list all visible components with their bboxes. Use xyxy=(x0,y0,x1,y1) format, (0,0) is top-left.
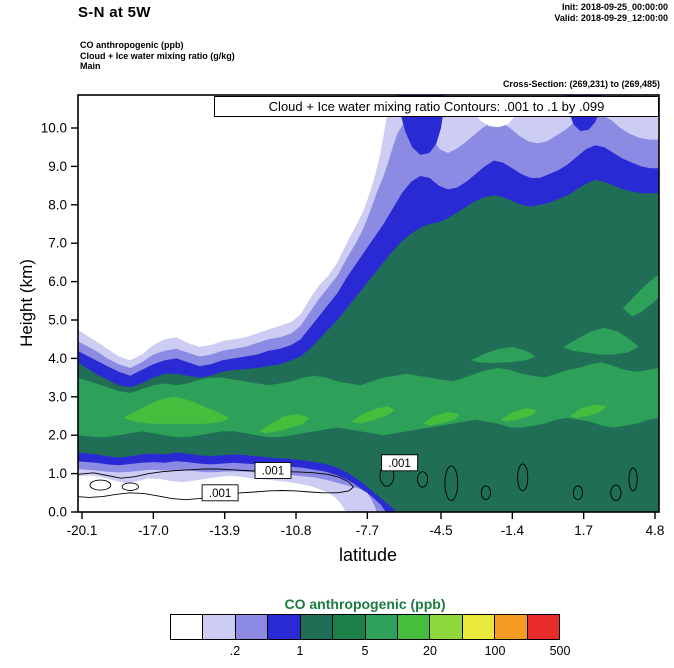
y-axis-title: Height (km) xyxy=(17,259,36,347)
y-tick-label: 5.0 xyxy=(48,313,67,328)
cloud-contour-cell-6 xyxy=(517,463,529,492)
page-title: S-N at 5W xyxy=(78,4,151,21)
x-tick-label: -7.7 xyxy=(356,523,379,538)
legend-cell-7 xyxy=(397,615,431,639)
legend-label: 5 xyxy=(361,644,369,658)
x-tick-label: -20.1 xyxy=(67,523,98,538)
region-bright-d xyxy=(422,412,460,426)
region-green-patch-a xyxy=(470,346,536,363)
legend-cell-5 xyxy=(333,615,366,639)
region-bright-f xyxy=(569,404,607,418)
y-tick-label: 2.0 xyxy=(48,428,67,443)
region-bright-b xyxy=(259,414,310,434)
cloud-contour-cell-8 xyxy=(610,484,622,501)
region-bright-e xyxy=(500,408,538,422)
x-tick-label: -1.4 xyxy=(501,523,525,538)
field-line-2: Cloud + Ice water mixing ratio (g/kg) xyxy=(80,50,235,61)
legend-cell-3 xyxy=(268,615,301,639)
y-tick-label: 0.0 xyxy=(48,505,67,520)
y-tick-label: 10.0 xyxy=(41,121,67,136)
legend-cell-1 xyxy=(203,615,236,639)
field-line-1: CO anthropogenic (ppb) xyxy=(80,40,184,50)
y-tick-label: 1.0 xyxy=(48,466,67,481)
contour-info-banner: Cloud + Ice water mixing ratio Contours:… xyxy=(214,96,659,117)
legend-labels: .2 1 5 20 100 500 xyxy=(170,644,571,660)
x-axis-ticks: -20.1 -17.0 -13.9 -10.8 -7.7 -4.5 -1.4 1.7 4.8 xyxy=(67,512,665,538)
contour-fill-layer xyxy=(78,95,659,512)
y-tick-label: 7.0 xyxy=(48,236,67,251)
legend-label: 1 xyxy=(296,644,304,658)
valid-time: Valid: 2018-09-29_12:00:00 xyxy=(554,13,668,23)
cloud-contour-cell-3 xyxy=(417,471,429,488)
y-axis-ticks: 0.0 1.0 2.0 3.0 4.0 5.0 6.0 7.0 8.0 9.0 10.0 xyxy=(41,121,78,520)
legend-title: CO anthropogenic (ppb) xyxy=(284,596,446,612)
legend-cell-8 xyxy=(430,615,463,639)
legend-cell-2 xyxy=(235,615,269,639)
field-line-3: Main xyxy=(80,61,101,71)
legend-cell-4 xyxy=(300,615,334,639)
contour-label-box-2 xyxy=(381,454,419,472)
region-green-patch-c xyxy=(622,274,659,317)
plot-frame xyxy=(77,94,660,513)
x-tick-label: -17.0 xyxy=(138,523,169,538)
cloud-contour-layer: .001 .001 .001 xyxy=(78,454,638,502)
legend-cell-11 xyxy=(527,615,560,639)
region-bright-a xyxy=(123,396,230,424)
x-tick-label: -13.9 xyxy=(209,523,240,538)
y-tick-label: 8.0 xyxy=(48,197,67,212)
legend-cell-10 xyxy=(495,615,528,639)
x-tick-label: 4.8 xyxy=(646,523,665,538)
cloud-contour-cell-7 xyxy=(572,485,583,501)
cloud-contour-cell-1 xyxy=(121,482,139,491)
legend-cell-6 xyxy=(365,615,398,639)
field-list: CO anthropogenic (ppb) Cloud + Ice water… xyxy=(80,40,235,72)
region-green-patch-b xyxy=(563,327,639,355)
legend-label: .2 xyxy=(229,644,241,658)
contour-label-text-2: .001 xyxy=(388,458,410,470)
contour-label-box-1 xyxy=(201,484,239,502)
cloud-contour-cell-0 xyxy=(89,479,112,491)
x-tick-label: 1.7 xyxy=(574,523,593,538)
x-axis-title: latitude xyxy=(338,545,398,565)
cloud-contour-outer xyxy=(78,468,355,501)
run-metadata: Init: 2018-09-25_00:00:00 Valid: 2018-09… xyxy=(554,2,668,24)
contour-label-text-0: .001 xyxy=(262,466,284,478)
legend-cell-0 xyxy=(171,615,204,639)
region-bright-c xyxy=(351,406,395,424)
y-tick-label: 6.0 xyxy=(48,274,67,289)
y-tick-label: 3.0 xyxy=(48,389,67,404)
x-tick-label: -4.5 xyxy=(429,523,452,538)
cloud-contour-cell-5 xyxy=(480,485,491,501)
cross-section-coords: Cross-Section: (269,231) to (269,485) xyxy=(502,79,660,89)
legend-cell-9 xyxy=(462,615,496,639)
cloud-contour-cell-9 xyxy=(628,467,638,492)
y-tick-label: 9.0 xyxy=(48,159,67,174)
init-time: Init: 2018-09-25_00:00:00 xyxy=(561,2,668,12)
legend-colorbar xyxy=(170,614,560,640)
y-tick-label: 4.0 xyxy=(48,351,67,366)
legend-label: 20 xyxy=(423,644,437,658)
x-tick-label: -10.8 xyxy=(281,523,312,538)
contour-label-box-0 xyxy=(254,462,292,479)
contour-label-text-1: .001 xyxy=(209,488,231,500)
legend-label: 500 xyxy=(549,644,571,658)
legend-label: 100 xyxy=(484,644,506,658)
cloud-contour-cell-4 xyxy=(444,465,459,501)
